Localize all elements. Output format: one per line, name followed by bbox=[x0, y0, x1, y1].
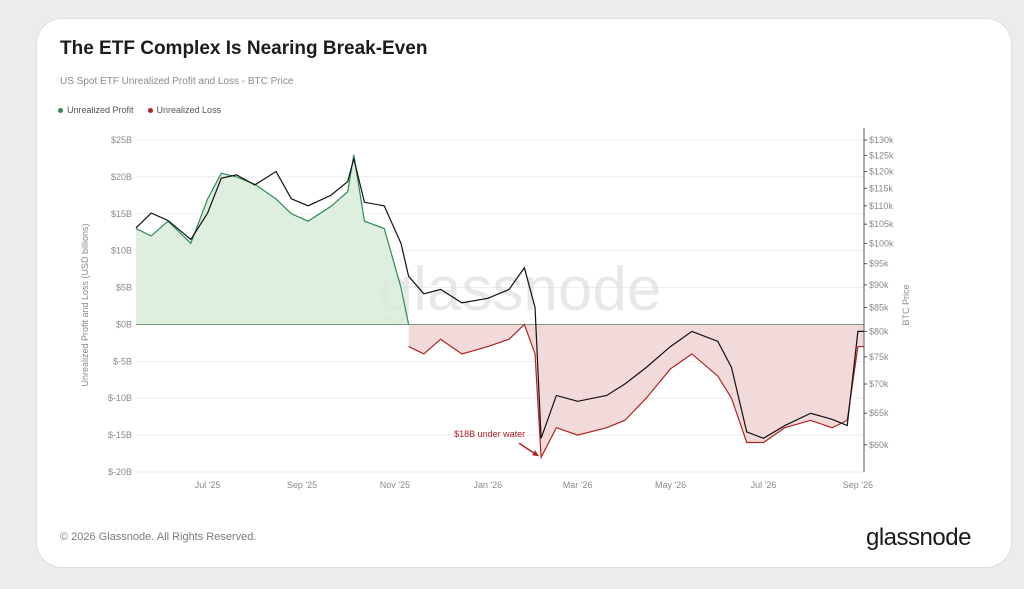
profit-line bbox=[135, 154, 410, 325]
annotation-label: $18B under water bbox=[454, 429, 525, 439]
y2-tick-label: $115k bbox=[869, 183, 893, 193]
y-tick-label: $25B bbox=[111, 135, 132, 145]
y-tick-label: $15B bbox=[111, 209, 132, 219]
x-tick-label: Jul '26 bbox=[751, 480, 777, 490]
btc-price-line bbox=[135, 158, 864, 439]
y2-tick-label: $95k bbox=[869, 259, 889, 269]
y2-tick-label: $110k bbox=[869, 201, 893, 211]
annotation-arrowhead bbox=[532, 450, 540, 457]
y-tick-label: $5B bbox=[116, 283, 132, 293]
legend-loss-dot bbox=[147, 107, 153, 113]
y2-axis-title: BTC Price bbox=[901, 284, 911, 325]
x-tick-label: Jul '25 bbox=[195, 480, 221, 490]
y-tick-label: $20B bbox=[111, 172, 132, 182]
y2-tick-label: $75k bbox=[869, 352, 889, 362]
y-tick-label: $10B bbox=[111, 246, 132, 256]
y-axis-left: $25B $20B $15B $10B $5B $0B $-5B $-10B $-15B $-20… bbox=[108, 135, 132, 477]
legend-item-loss[interactable]: Unrealized Loss bbox=[147, 105, 222, 115]
y2-tick-label: $125k bbox=[869, 150, 894, 160]
chart-subtitle: US Spot ETF Unrealized Profit and Loss -… bbox=[60, 76, 294, 87]
legend: Unrealized Profit Unrealized Loss bbox=[58, 105, 221, 115]
chart-title: The ETF Complex Is Nearing Break-Even bbox=[60, 38, 428, 59]
series-lines bbox=[135, 154, 864, 460]
x-axis: Jul '25 Sep '25 Nov '25 Jan '26 Mar '26 May '… bbox=[195, 480, 873, 490]
y-tick-label: $-15B bbox=[108, 430, 132, 440]
annotation: $18B under water bbox=[454, 429, 540, 457]
x-tick-label: Sep '25 bbox=[287, 480, 317, 490]
y-tick-label: $-20B bbox=[108, 467, 132, 477]
watermark: glassnode bbox=[379, 255, 662, 324]
loss-area bbox=[408, 324, 864, 458]
loss-line bbox=[408, 323, 864, 460]
profit-area bbox=[136, 154, 409, 325]
y2-tick-label: $80k bbox=[869, 326, 889, 336]
y-axis-title: Unrealized Profit and Loss (USD billions… bbox=[80, 223, 90, 386]
y-tick-label: $0B bbox=[116, 319, 132, 329]
x-tick-label: Jan '26 bbox=[473, 480, 502, 490]
y-axis-right: $130k $125k $120k $115k $110k $105k $100k $95k $… bbox=[863, 128, 894, 472]
x-tick-label: Nov '25 bbox=[380, 480, 410, 490]
brand-logo: glassnode bbox=[866, 524, 971, 551]
y2-tick-label: $105k bbox=[869, 219, 894, 229]
y-tick-label: $-5B bbox=[113, 356, 132, 366]
y2-tick-label: $85k bbox=[869, 302, 889, 312]
legend-profit-label: Unrealized Profit bbox=[67, 105, 134, 115]
y2-tick-label: $130k bbox=[869, 135, 894, 145]
legend-item-profit[interactable]: Unrealized Profit bbox=[58, 105, 134, 115]
legend-loss-label: Unrealized Loss bbox=[156, 105, 222, 115]
x-tick-label: Sep '26 bbox=[843, 480, 873, 490]
copyright: © 2026 Glassnode. All Rights Reserved. bbox=[60, 531, 257, 543]
y2-tick-label: $100k bbox=[869, 238, 894, 248]
y-tick-label: $-10B bbox=[108, 393, 132, 403]
pnl-areas bbox=[136, 154, 864, 458]
y2-tick-label: $90k bbox=[869, 280, 889, 290]
y2-tick-label: $60k bbox=[869, 440, 889, 450]
y2-tick-label: $120k bbox=[869, 167, 894, 177]
x-tick-label: Mar '26 bbox=[563, 480, 593, 490]
x-tick-label: May '26 bbox=[655, 480, 686, 490]
legend-profit-dot bbox=[58, 107, 63, 113]
y2-tick-label: $65k bbox=[869, 408, 889, 418]
y2-tick-label: $70k bbox=[869, 379, 889, 389]
